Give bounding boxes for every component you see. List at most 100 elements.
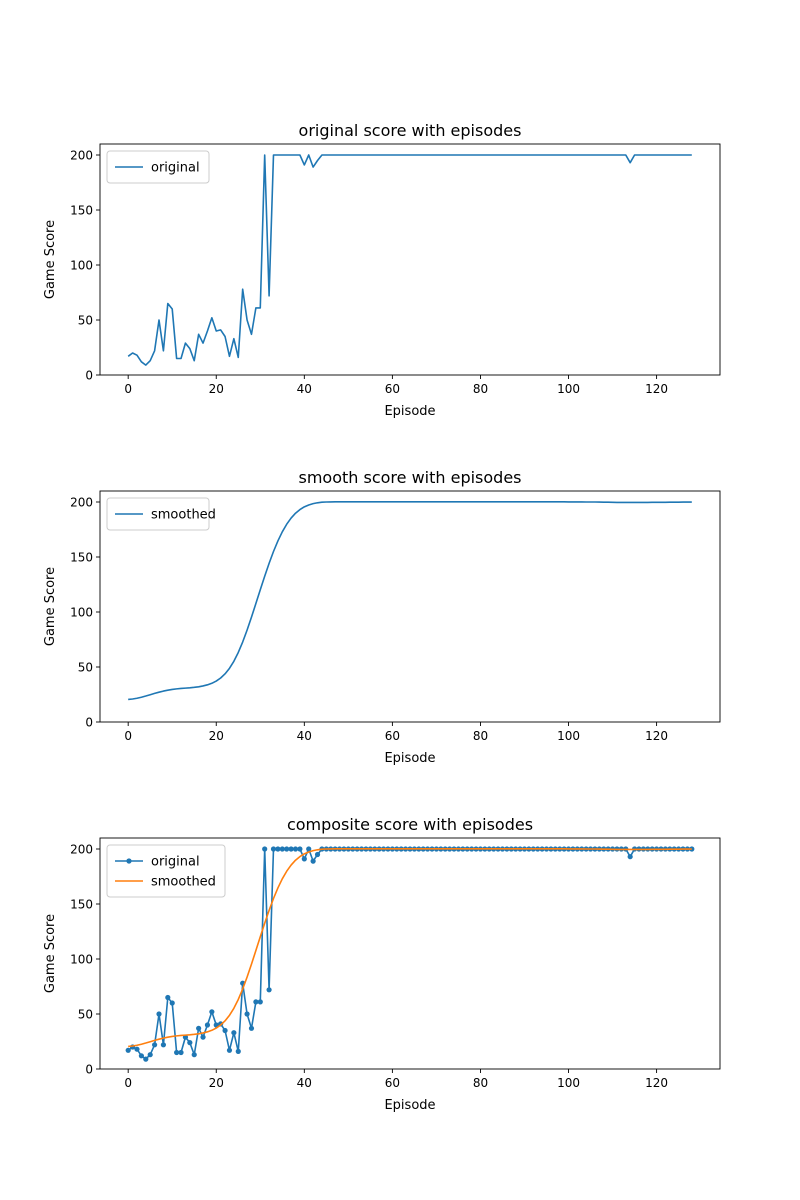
x-axis-label: Episode bbox=[384, 1098, 435, 1113]
legend-box bbox=[106, 497, 210, 531]
y-tick-label: 0 bbox=[85, 369, 93, 383]
data-point bbox=[200, 1034, 206, 1040]
data-point bbox=[257, 999, 263, 1005]
legend-label-original: original bbox=[151, 855, 200, 870]
y-axis-label: Game Score bbox=[43, 220, 58, 299]
y-axis-label: Game Score bbox=[43, 567, 58, 646]
x-tick-label: 0 bbox=[124, 382, 132, 396]
series-line-smoothed bbox=[128, 847, 692, 1048]
data-point bbox=[270, 846, 277, 852]
data-point bbox=[156, 1011, 162, 1017]
data-point bbox=[226, 1047, 233, 1053]
data-point bbox=[248, 1025, 255, 1031]
data-point bbox=[235, 1048, 241, 1054]
data-point bbox=[169, 1000, 175, 1006]
data-point bbox=[152, 1042, 158, 1048]
data-point bbox=[314, 851, 321, 858]
data-point bbox=[275, 846, 281, 852]
y-tick-label: 200 bbox=[70, 149, 93, 163]
x-tick-label: 20 bbox=[209, 1076, 224, 1090]
data-point bbox=[138, 1053, 144, 1059]
data-point bbox=[253, 999, 259, 1005]
data-point bbox=[125, 1047, 131, 1053]
x-tick-label: 120 bbox=[645, 382, 668, 396]
data-point bbox=[244, 1011, 250, 1017]
x-tick-label: 80 bbox=[473, 382, 488, 396]
x-axis-label: Episode bbox=[384, 751, 435, 766]
series-line-smoothed bbox=[128, 500, 692, 701]
y-tick-label: 200 bbox=[70, 496, 93, 510]
y-axis-label: Game Score bbox=[43, 914, 58, 993]
legend-box bbox=[106, 844, 226, 898]
data-point bbox=[160, 1042, 167, 1048]
legend: smoothed bbox=[106, 497, 216, 531]
y-tick-label: 100 bbox=[70, 606, 93, 620]
plot-frame bbox=[99, 837, 721, 1070]
series-line-original bbox=[127, 154, 692, 366]
data-point bbox=[209, 1009, 215, 1015]
data-point bbox=[262, 846, 268, 852]
plot-frame bbox=[99, 490, 721, 723]
data-point bbox=[288, 846, 294, 852]
legend: original smoothed bbox=[106, 844, 226, 898]
data-point bbox=[191, 1052, 197, 1058]
data-point bbox=[143, 1056, 149, 1062]
x-tick-label: 40 bbox=[297, 729, 312, 743]
y-tick-label: 200 bbox=[70, 843, 93, 857]
data-point bbox=[165, 994, 171, 1001]
x-tick-label: 0 bbox=[124, 729, 132, 743]
x-tick-label: 100 bbox=[557, 729, 580, 743]
data-point bbox=[174, 1049, 180, 1056]
data-point bbox=[689, 846, 695, 852]
x-tick-label: 100 bbox=[557, 382, 580, 396]
legend-box bbox=[106, 150, 210, 184]
data-point bbox=[310, 858, 316, 864]
x-tick-label: 20 bbox=[209, 382, 224, 396]
x-axis-label: Episode bbox=[384, 404, 435, 419]
x-tick-label: 80 bbox=[473, 729, 488, 743]
y-tick-label: 100 bbox=[70, 953, 93, 967]
data-point bbox=[279, 846, 285, 852]
y-tick-label: 150 bbox=[70, 204, 93, 218]
x-tick-label: 100 bbox=[557, 1076, 580, 1090]
chart-title: smooth score with episodes bbox=[298, 468, 521, 487]
data-point bbox=[147, 1052, 153, 1058]
x-tick-label: 60 bbox=[385, 729, 400, 743]
x-tick-label: 40 bbox=[297, 382, 312, 396]
chart-panel-3: composite score with episodes 0 20 40 60 80 10… bbox=[43, 815, 721, 1113]
y-tick-label: 150 bbox=[70, 898, 93, 912]
plot-frame bbox=[99, 143, 721, 376]
legend: original bbox=[106, 150, 210, 184]
data-point bbox=[297, 846, 303, 852]
chart-title: composite score with episodes bbox=[287, 815, 533, 834]
data-point bbox=[196, 1025, 202, 1031]
chart-title: original score with episodes bbox=[299, 121, 522, 140]
y-tick-label: 150 bbox=[70, 551, 93, 565]
data-point bbox=[222, 1027, 228, 1034]
chart-panel-2: smooth score with episodes 0 20 40 60 80 100 12… bbox=[43, 468, 721, 766]
data-point bbox=[204, 1022, 211, 1028]
y-tick-label: 0 bbox=[85, 1063, 93, 1077]
legend-label-smoothed: smoothed bbox=[151, 508, 216, 523]
data-point bbox=[301, 856, 307, 862]
x-tick-label: 120 bbox=[645, 729, 668, 743]
x-tick-label: 60 bbox=[385, 1076, 400, 1090]
data-point bbox=[627, 854, 633, 860]
legend-label-original: original bbox=[151, 161, 200, 176]
data-point bbox=[306, 846, 312, 852]
y-tick-label: 50 bbox=[78, 661, 93, 675]
y-tick-label: 100 bbox=[70, 259, 93, 273]
legend-marker bbox=[126, 858, 132, 864]
y-tick-label: 50 bbox=[78, 314, 93, 328]
chart-panel-1: original score with episodes 0 20 40 60 80 100… bbox=[43, 121, 721, 419]
data-point bbox=[231, 1030, 237, 1036]
x-tick-label: 20 bbox=[209, 729, 224, 743]
x-tick-label: 60 bbox=[385, 382, 400, 396]
data-point bbox=[134, 1046, 140, 1052]
x-tick-label: 120 bbox=[645, 1076, 668, 1090]
data-point bbox=[187, 1040, 193, 1046]
data-point bbox=[178, 1049, 184, 1056]
x-tick-label: 0 bbox=[124, 1076, 132, 1090]
data-point bbox=[292, 846, 299, 852]
